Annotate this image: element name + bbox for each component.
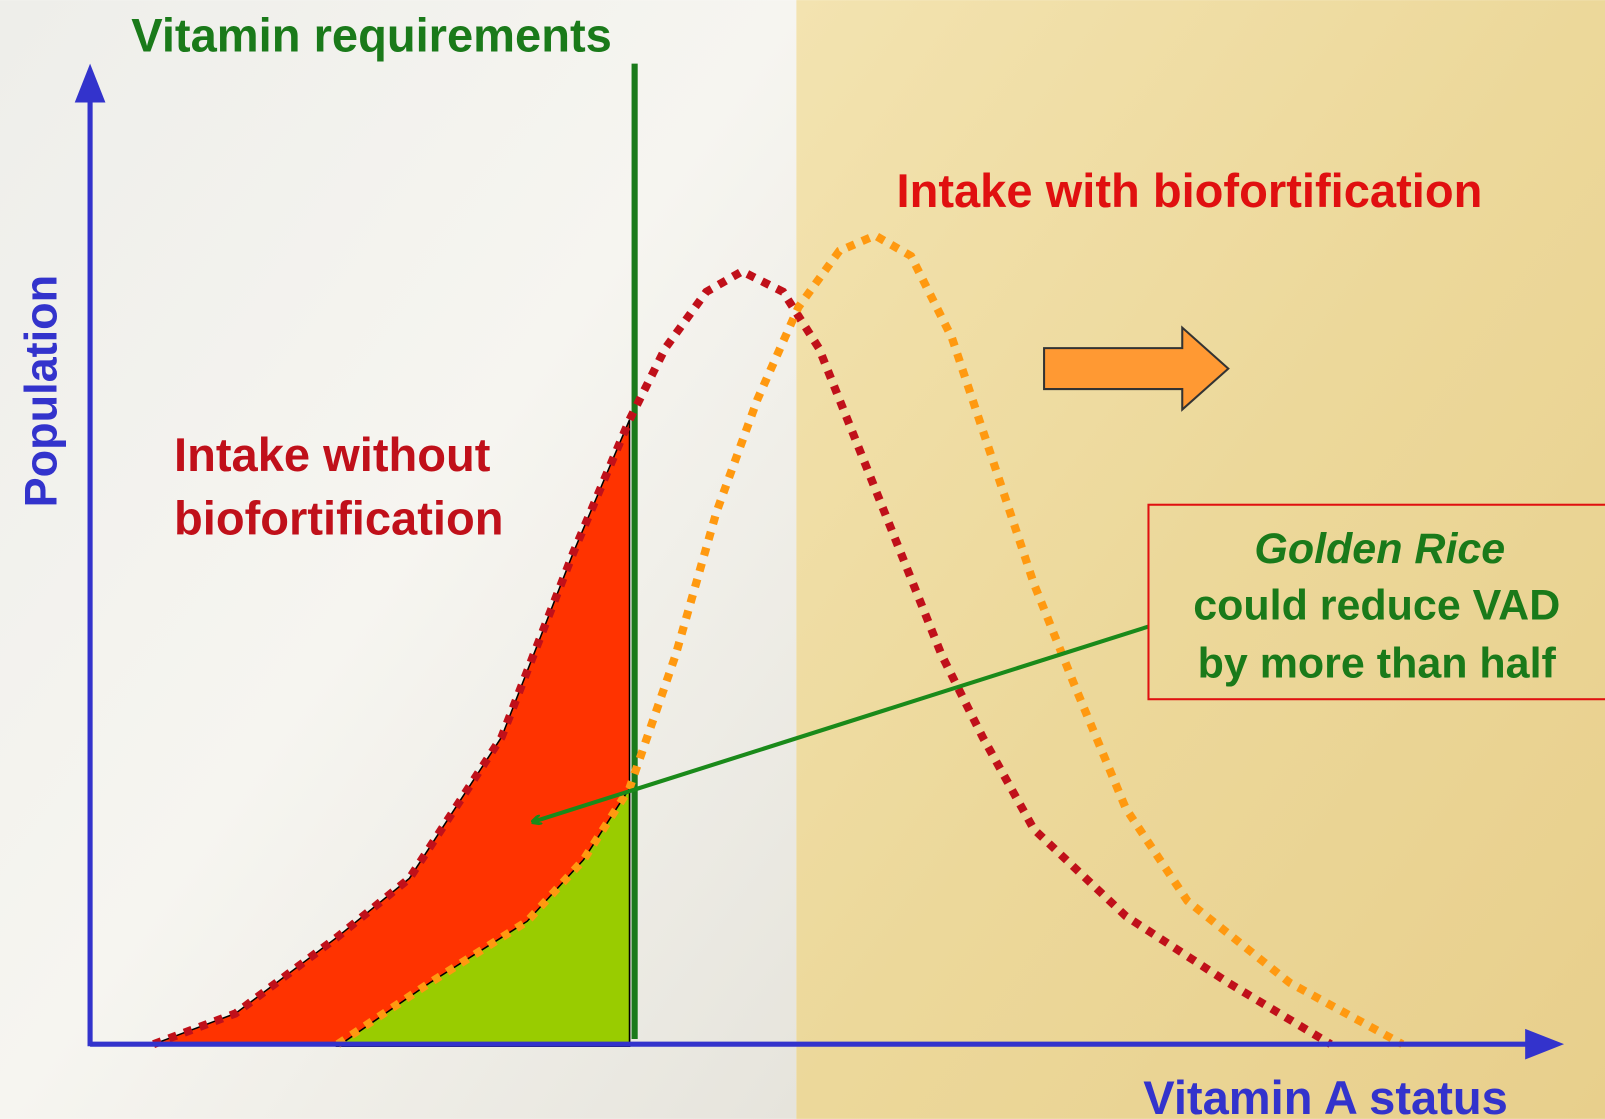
- y-axis-label: Population: [15, 275, 66, 508]
- callout-text: by more than half: [1198, 640, 1557, 688]
- without-label: Intake without: [174, 428, 491, 481]
- title: Vitamin requirements: [131, 8, 612, 61]
- x-axis-label: Vitamin A status: [1143, 1071, 1508, 1119]
- callout-text: Golden Rice: [1254, 525, 1505, 573]
- with-label: Intake with biofortification: [896, 164, 1482, 217]
- diagram: Vitamin requirements Intake with biofort…: [0, 0, 1605, 1119]
- without-label: biofortification: [174, 491, 504, 544]
- callout-text: could reduce VAD: [1193, 581, 1560, 629]
- page: Vitamin requirements Intake with biofort…: [0, 0, 1605, 1119]
